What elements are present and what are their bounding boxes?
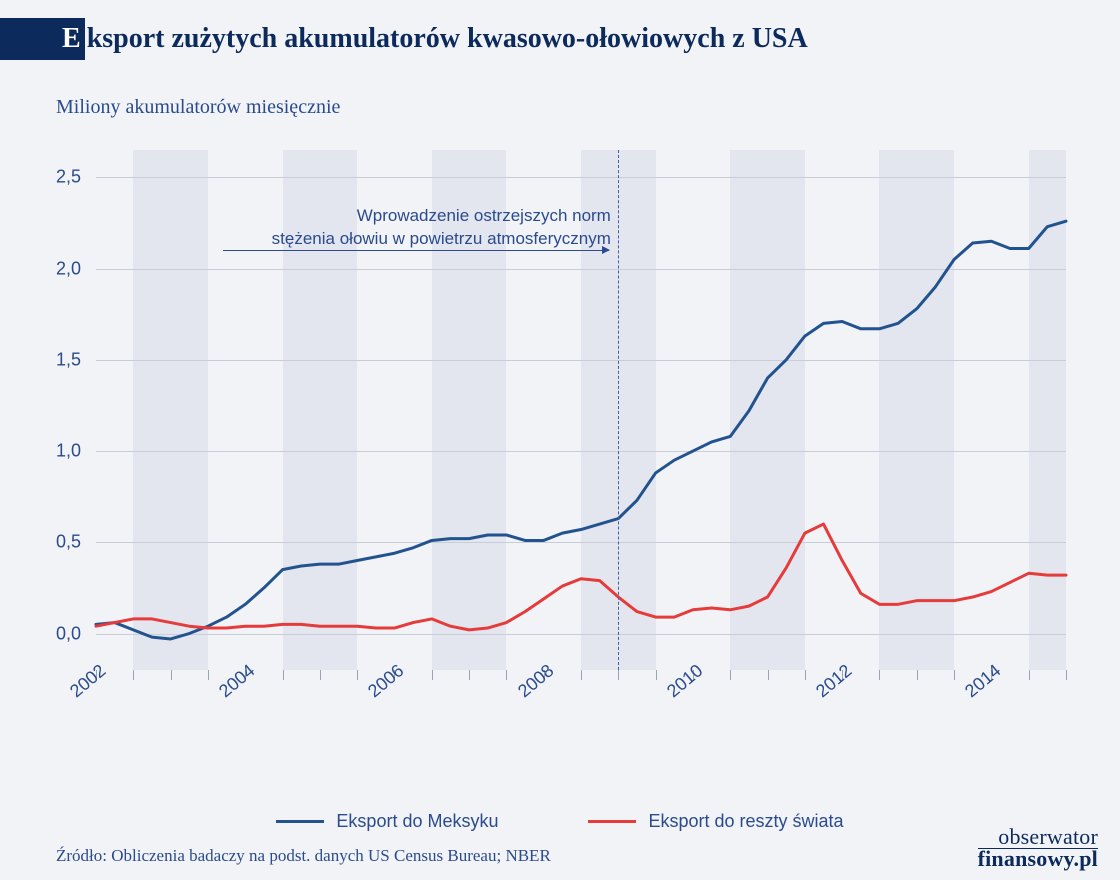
legend: Eksport do Meksyku Eksport do reszty świ… xyxy=(0,811,1120,832)
x-tick xyxy=(879,670,880,680)
y-tick-label: 2,0 xyxy=(56,258,81,279)
brand-bottom: finansowy.pl xyxy=(978,848,1098,870)
event-vline xyxy=(618,150,619,670)
y-tick-label: 1,5 xyxy=(56,349,81,370)
legend-label: Eksport do reszty świata xyxy=(648,811,843,832)
brand-logo: obserwator finansowy.pl xyxy=(978,827,1098,870)
x-tick xyxy=(656,670,657,680)
legend-item-rest: Eksport do reszty świata xyxy=(588,811,843,832)
series-rest xyxy=(96,524,1066,630)
x-tick xyxy=(768,670,769,680)
x-tick xyxy=(320,670,321,680)
title-bar: E ksport zużytych akumulatorów kwasowo-o… xyxy=(0,0,1120,60)
annotation-arrow xyxy=(223,250,610,251)
brand-top: obserwator xyxy=(978,827,1098,848)
source-text: Źródło: Obliczenia badaczy na podst. dan… xyxy=(56,846,551,866)
x-tick xyxy=(1066,670,1067,680)
y-axis-title: Miliony akumulatorów miesięcznie xyxy=(56,96,1120,119)
series-mexico xyxy=(96,221,1066,639)
y-tick-label: 0,5 xyxy=(56,532,81,553)
legend-swatch xyxy=(276,820,324,823)
chart: 0,00,51,01,52,02,52002200420062008201020… xyxy=(56,150,1076,720)
title-accent-block xyxy=(0,18,56,60)
x-tick xyxy=(954,670,955,680)
x-tick xyxy=(469,670,470,680)
x-tick xyxy=(357,670,358,680)
x-tick xyxy=(730,670,731,680)
title-first-letter: E xyxy=(56,18,85,60)
y-tick-label: 2,5 xyxy=(56,167,81,188)
x-tick xyxy=(208,670,209,680)
x-tick xyxy=(432,670,433,680)
legend-swatch xyxy=(588,820,636,823)
x-tick xyxy=(917,670,918,680)
plot-area: 0,00,51,01,52,02,52002200420062008201020… xyxy=(96,150,1066,670)
x-tick xyxy=(133,670,134,680)
title-text: ksport zużytych akumulatorów kwasowo-oło… xyxy=(85,18,808,60)
x-tick xyxy=(805,670,806,680)
x-tick xyxy=(171,670,172,680)
y-tick-label: 1,0 xyxy=(56,441,81,462)
x-tick xyxy=(1029,670,1030,680)
y-tick-label: 0,0 xyxy=(56,623,81,644)
x-tick xyxy=(581,670,582,680)
annotation-text: Wprowadzenie ostrzejszych normstężenia o… xyxy=(272,205,611,251)
x-tick xyxy=(506,670,507,680)
legend-label: Eksport do Meksyku xyxy=(336,811,498,832)
legend-item-mexico: Eksport do Meksyku xyxy=(276,811,498,832)
x-tick xyxy=(618,670,619,680)
x-tick xyxy=(283,670,284,680)
